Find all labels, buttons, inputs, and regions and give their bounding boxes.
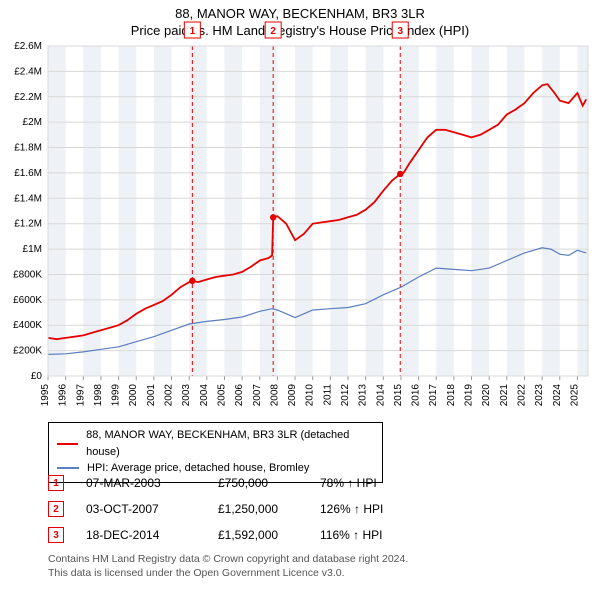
svg-text:2010: 2010 [305,384,316,407]
svg-text:2024: 2024 [552,384,563,407]
svg-text:2021: 2021 [499,384,510,407]
svg-text:£0: £0 [31,371,43,382]
svg-text:2019: 2019 [464,384,475,407]
chart-titles: 88, MANOR WAY, BECKENHAM, BR3 3LR Price … [0,0,600,38]
title-subtitle: Price paid vs. HM Land Registry's House … [0,23,600,38]
event-price: £750,000 [218,476,298,490]
svg-text:2025: 2025 [569,384,580,407]
svg-text:£1.2M: £1.2M [14,219,42,230]
attribution-line: This data is licensed under the Open Gov… [48,566,408,580]
svg-text:2004: 2004 [199,384,210,407]
event-date: 03-OCT-2007 [86,502,196,516]
event-marker-icon: 1 [48,475,64,491]
svg-text:£2.2M: £2.2M [14,92,42,103]
svg-text:2008: 2008 [269,384,280,407]
svg-text:£2.4M: £2.4M [14,66,42,77]
table-row: 2 03-OCT-2007 £1,250,000 126% ↑ HPI [48,496,440,522]
event-date: 18-DEC-2014 [86,528,196,542]
svg-text:£200K: £200K [13,346,42,357]
svg-text:1998: 1998 [93,384,104,407]
event-pct: 116% ↑ HPI [320,528,440,542]
events-table: 1 07-MAR-2003 £750,000 78% ↑ HPI 2 03-OC… [48,470,440,548]
svg-text:2001: 2001 [146,384,157,407]
svg-text:£2M: £2M [23,117,42,128]
svg-text:3: 3 [397,26,403,37]
svg-text:2003: 2003 [181,384,192,407]
svg-text:2017: 2017 [428,384,439,407]
svg-text:1995: 1995 [40,384,51,407]
title-address: 88, MANOR WAY, BECKENHAM, BR3 3LR [0,6,600,21]
svg-text:£1.6M: £1.6M [14,168,42,179]
table-row: 3 18-DEC-2014 £1,592,000 116% ↑ HPI [48,522,440,548]
event-pct: 126% ↑ HPI [320,502,440,516]
table-row: 1 07-MAR-2003 £750,000 78% ↑ HPI [48,470,440,496]
svg-text:2018: 2018 [446,384,457,407]
svg-text:2015: 2015 [393,384,404,407]
legend-item: 88, MANOR WAY, BECKENHAM, BR3 3LR (detac… [57,427,374,460]
legend-swatch [57,467,79,469]
svg-text:2016: 2016 [411,384,422,407]
legend-swatch [57,443,78,445]
svg-text:2002: 2002 [164,384,175,407]
event-price: £1,250,000 [218,502,298,516]
svg-text:1997: 1997 [75,384,86,407]
svg-text:2006: 2006 [234,384,245,407]
svg-text:2011: 2011 [322,384,333,406]
event-pct: 78% ↑ HPI [320,476,440,490]
svg-text:1996: 1996 [58,384,69,407]
svg-text:2009: 2009 [287,384,298,407]
svg-text:2023: 2023 [534,384,545,407]
svg-text:2014: 2014 [375,384,386,407]
event-price: £1,592,000 [218,528,298,542]
svg-text:£1.4M: £1.4M [14,193,42,204]
legend-label: 88, MANOR WAY, BECKENHAM, BR3 3LR (detac… [86,427,374,460]
svg-text:£2.6M: £2.6M [14,41,42,52]
svg-text:£1.8M: £1.8M [14,143,42,154]
svg-text:£1M: £1M [23,244,42,255]
svg-text:1999: 1999 [111,384,122,407]
svg-text:2012: 2012 [340,384,351,407]
svg-text:2007: 2007 [252,384,263,407]
svg-text:2013: 2013 [358,384,369,407]
svg-text:£400K: £400K [13,320,42,331]
event-date: 07-MAR-2003 [86,476,196,490]
svg-text:£600K: £600K [13,295,42,306]
attribution-line: Contains HM Land Registry data © Crown c… [48,552,408,566]
svg-text:2022: 2022 [516,384,527,407]
svg-text:2000: 2000 [128,384,139,407]
svg-text:2005: 2005 [216,384,227,407]
svg-text:1: 1 [190,26,196,37]
svg-text:2: 2 [270,26,276,37]
event-marker-icon: 2 [48,501,64,517]
event-marker-icon: 3 [48,527,64,543]
price-chart: £0£200K£400K£600K£800K£1M£1.2M£1.4M£1.6M… [48,46,588,376]
svg-text:2020: 2020 [481,384,492,407]
attribution: Contains HM Land Registry data © Crown c… [48,552,408,580]
svg-text:£800K: £800K [13,269,42,280]
